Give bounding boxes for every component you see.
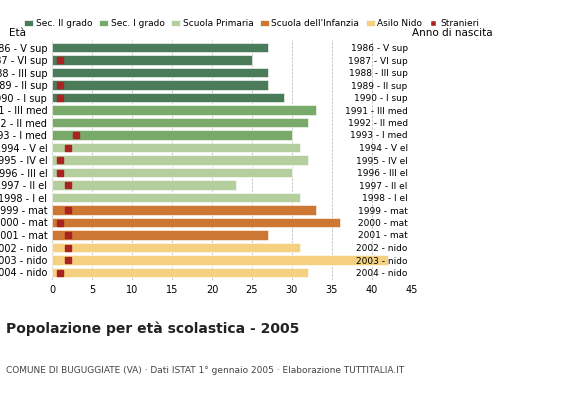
Bar [52,230,268,240]
Bar [52,255,388,265]
Bar [52,105,316,115]
Bar [52,43,268,52]
Bar [52,243,300,252]
Bar [52,55,252,65]
Bar [52,168,292,177]
Text: Anno di nascita: Anno di nascita [412,28,492,38]
Bar [52,118,308,127]
Bar [52,205,316,215]
Text: Età: Età [9,28,26,38]
Text: Popolazione per età scolastica - 2005: Popolazione per età scolastica - 2005 [6,322,299,336]
Bar [52,93,284,102]
Bar [52,180,236,190]
Bar [52,155,308,165]
Text: COMUNE DI BUGUGGIATE (VA) · Dati ISTAT 1° gennaio 2005 · Elaborazione TUTTITALIA: COMUNE DI BUGUGGIATE (VA) · Dati ISTAT 1… [6,366,404,375]
Bar [52,193,300,202]
Bar [52,80,268,90]
Bar [52,68,268,77]
Bar [52,143,300,152]
Bar [52,268,308,277]
Bar [52,218,340,227]
Legend: Sec. II grado, Sec. I grado, Scuola Primaria, Scuola dell'Infanzia, Asilo Nido, : Sec. II grado, Sec. I grado, Scuola Prim… [24,19,479,28]
Bar [52,130,292,140]
